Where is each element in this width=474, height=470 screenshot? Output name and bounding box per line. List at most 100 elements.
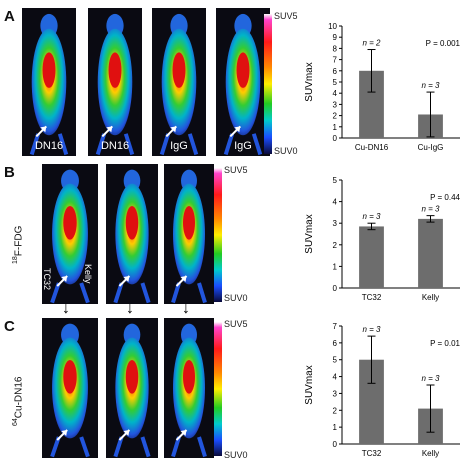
panel-a-letter: A [4, 8, 15, 25]
n-label: n = 3 [362, 212, 381, 221]
p-value-label: P = 0.001 [426, 39, 461, 48]
arrow-head [123, 276, 130, 282]
mouse-leg-right [197, 282, 207, 304]
arrow-head [106, 126, 113, 133]
image-label-dn16-1: DN16 [34, 140, 64, 152]
arrow-head [61, 430, 68, 436]
mouse-leg-right [79, 282, 90, 304]
x-category-label: TC32 [362, 449, 382, 458]
y-tick-label: 10 [328, 22, 337, 31]
pet-image-a1 [22, 8, 76, 156]
y-tick-label: 4 [333, 198, 338, 207]
tracer-label-fdg: 18F-FDG [12, 225, 25, 264]
y-tick-label: 6 [333, 67, 338, 76]
pet-image-b3 [164, 164, 214, 304]
pet-image-a3 [152, 8, 206, 156]
mouse-leg-right [197, 436, 207, 458]
tracer-label-cu-dn16: 64Cu-DN16 [12, 376, 25, 426]
bar [418, 218, 443, 288]
y-axis-label: SUVmax [304, 214, 315, 253]
mouse-leg-right [123, 133, 135, 156]
y-tick-label: 4 [333, 89, 338, 98]
colorbar-a [264, 14, 272, 154]
scale-top-a: SUV5 [274, 11, 298, 21]
y-tick-label: 1 [333, 262, 338, 271]
y-tick-label: 3 [333, 100, 338, 109]
mouse-leg-left [113, 282, 124, 304]
y-tick-label: 2 [333, 406, 338, 415]
scale-top-b: SUV5 [224, 165, 248, 175]
mouse-leg-right [251, 133, 263, 156]
mouse-leg-left [171, 436, 181, 458]
mouse-hotspot [108, 52, 122, 88]
y-tick-label: 7 [333, 322, 338, 331]
image-label-igg-1: IgG [170, 140, 188, 152]
y-tick-label: 5 [333, 78, 338, 87]
p-value-label: P = 0.01 [430, 339, 460, 348]
mouse-leg-right [57, 133, 69, 156]
arrow-head [61, 276, 68, 282]
scale-bottom-a: SUV0 [274, 146, 298, 156]
chart-c: 0 1 2 3 4 5 6 7 SUVmax n = 3 TC32 n = 3 Kelly P = 0.0… [300, 318, 470, 464]
mouse-leg-right [140, 436, 151, 458]
mouse-leg-left [113, 436, 124, 458]
mouse-hotspot [183, 206, 195, 240]
down-arrow-2: ↓ [126, 300, 134, 317]
mouse-hotspot [63, 360, 77, 394]
pet-image-c1 [42, 318, 98, 458]
mouse-hotspot [42, 52, 56, 88]
x-category-label: Kelly [422, 449, 439, 458]
arrow-head [170, 126, 177, 133]
scale-top-c: SUV5 [224, 319, 248, 329]
n-label: n = 3 [362, 325, 381, 334]
mouse-hotspot [183, 360, 195, 394]
pet-image-c3 [164, 318, 214, 458]
y-tick-label: 4 [333, 373, 338, 382]
n-label: n = 3 [421, 205, 440, 214]
mouse-hotspot [236, 52, 250, 88]
mouse-hotspot [63, 206, 77, 240]
scale-bottom-c: SUV0 [224, 450, 248, 460]
mouse-leg-right [187, 133, 199, 156]
y-tick-label: 9 [333, 33, 338, 42]
x-category-label: Cu-IgG [418, 143, 444, 152]
p-value-label: P = 0.44 [430, 193, 460, 202]
y-tick-label: 2 [333, 241, 338, 250]
n-label: n = 2 [362, 39, 381, 48]
y-tick-label: 1 [333, 123, 338, 132]
arrow-head [180, 430, 187, 436]
y-tick-label: 8 [333, 44, 338, 53]
chart-a: 0 1 2 3 4 5 6 7 8 9 10 SUVmax n = 2 Cu-DN16 n = 3 Cu-Ig… [300, 18, 470, 158]
down-arrow-3: ↓ [182, 300, 190, 317]
x-category-label: TC32 [362, 293, 382, 302]
y-tick-label: 3 [333, 389, 338, 398]
y-tick-label: 0 [333, 134, 338, 143]
mouse-hotspot [125, 360, 139, 394]
y-tick-label: 0 [333, 284, 338, 293]
y-tick-label: 3 [333, 219, 338, 228]
arrow-head [180, 276, 187, 282]
y-tick-label: 7 [333, 56, 338, 65]
scale-bottom-b: SUV0 [224, 293, 248, 303]
y-tick-label: 5 [333, 176, 338, 185]
y-tick-label: 5 [333, 356, 338, 365]
pet-image-a2 [88, 8, 142, 156]
image-label-igg-2: IgG [234, 140, 252, 152]
image-label-dn16-2: DN16 [100, 140, 130, 152]
x-category-label: Cu-DN16 [355, 143, 389, 152]
bar [359, 226, 384, 288]
colorbar-b [214, 168, 222, 302]
y-tick-label: 0 [333, 440, 338, 449]
y-axis-label: SUVmax [304, 365, 315, 404]
mouse-leg-left [171, 282, 181, 304]
y-tick-label: 2 [333, 112, 338, 121]
mouse-leg-left [159, 133, 171, 156]
mouse-leg-right [140, 282, 151, 304]
mouse-leg-left [29, 133, 41, 156]
n-label: n = 3 [421, 81, 440, 90]
mouse-leg-left [223, 133, 235, 156]
arrow-head [234, 126, 241, 133]
n-label: n = 3 [421, 374, 440, 383]
x-category-label: Kelly [422, 293, 439, 302]
colorbar-c [214, 322, 222, 456]
